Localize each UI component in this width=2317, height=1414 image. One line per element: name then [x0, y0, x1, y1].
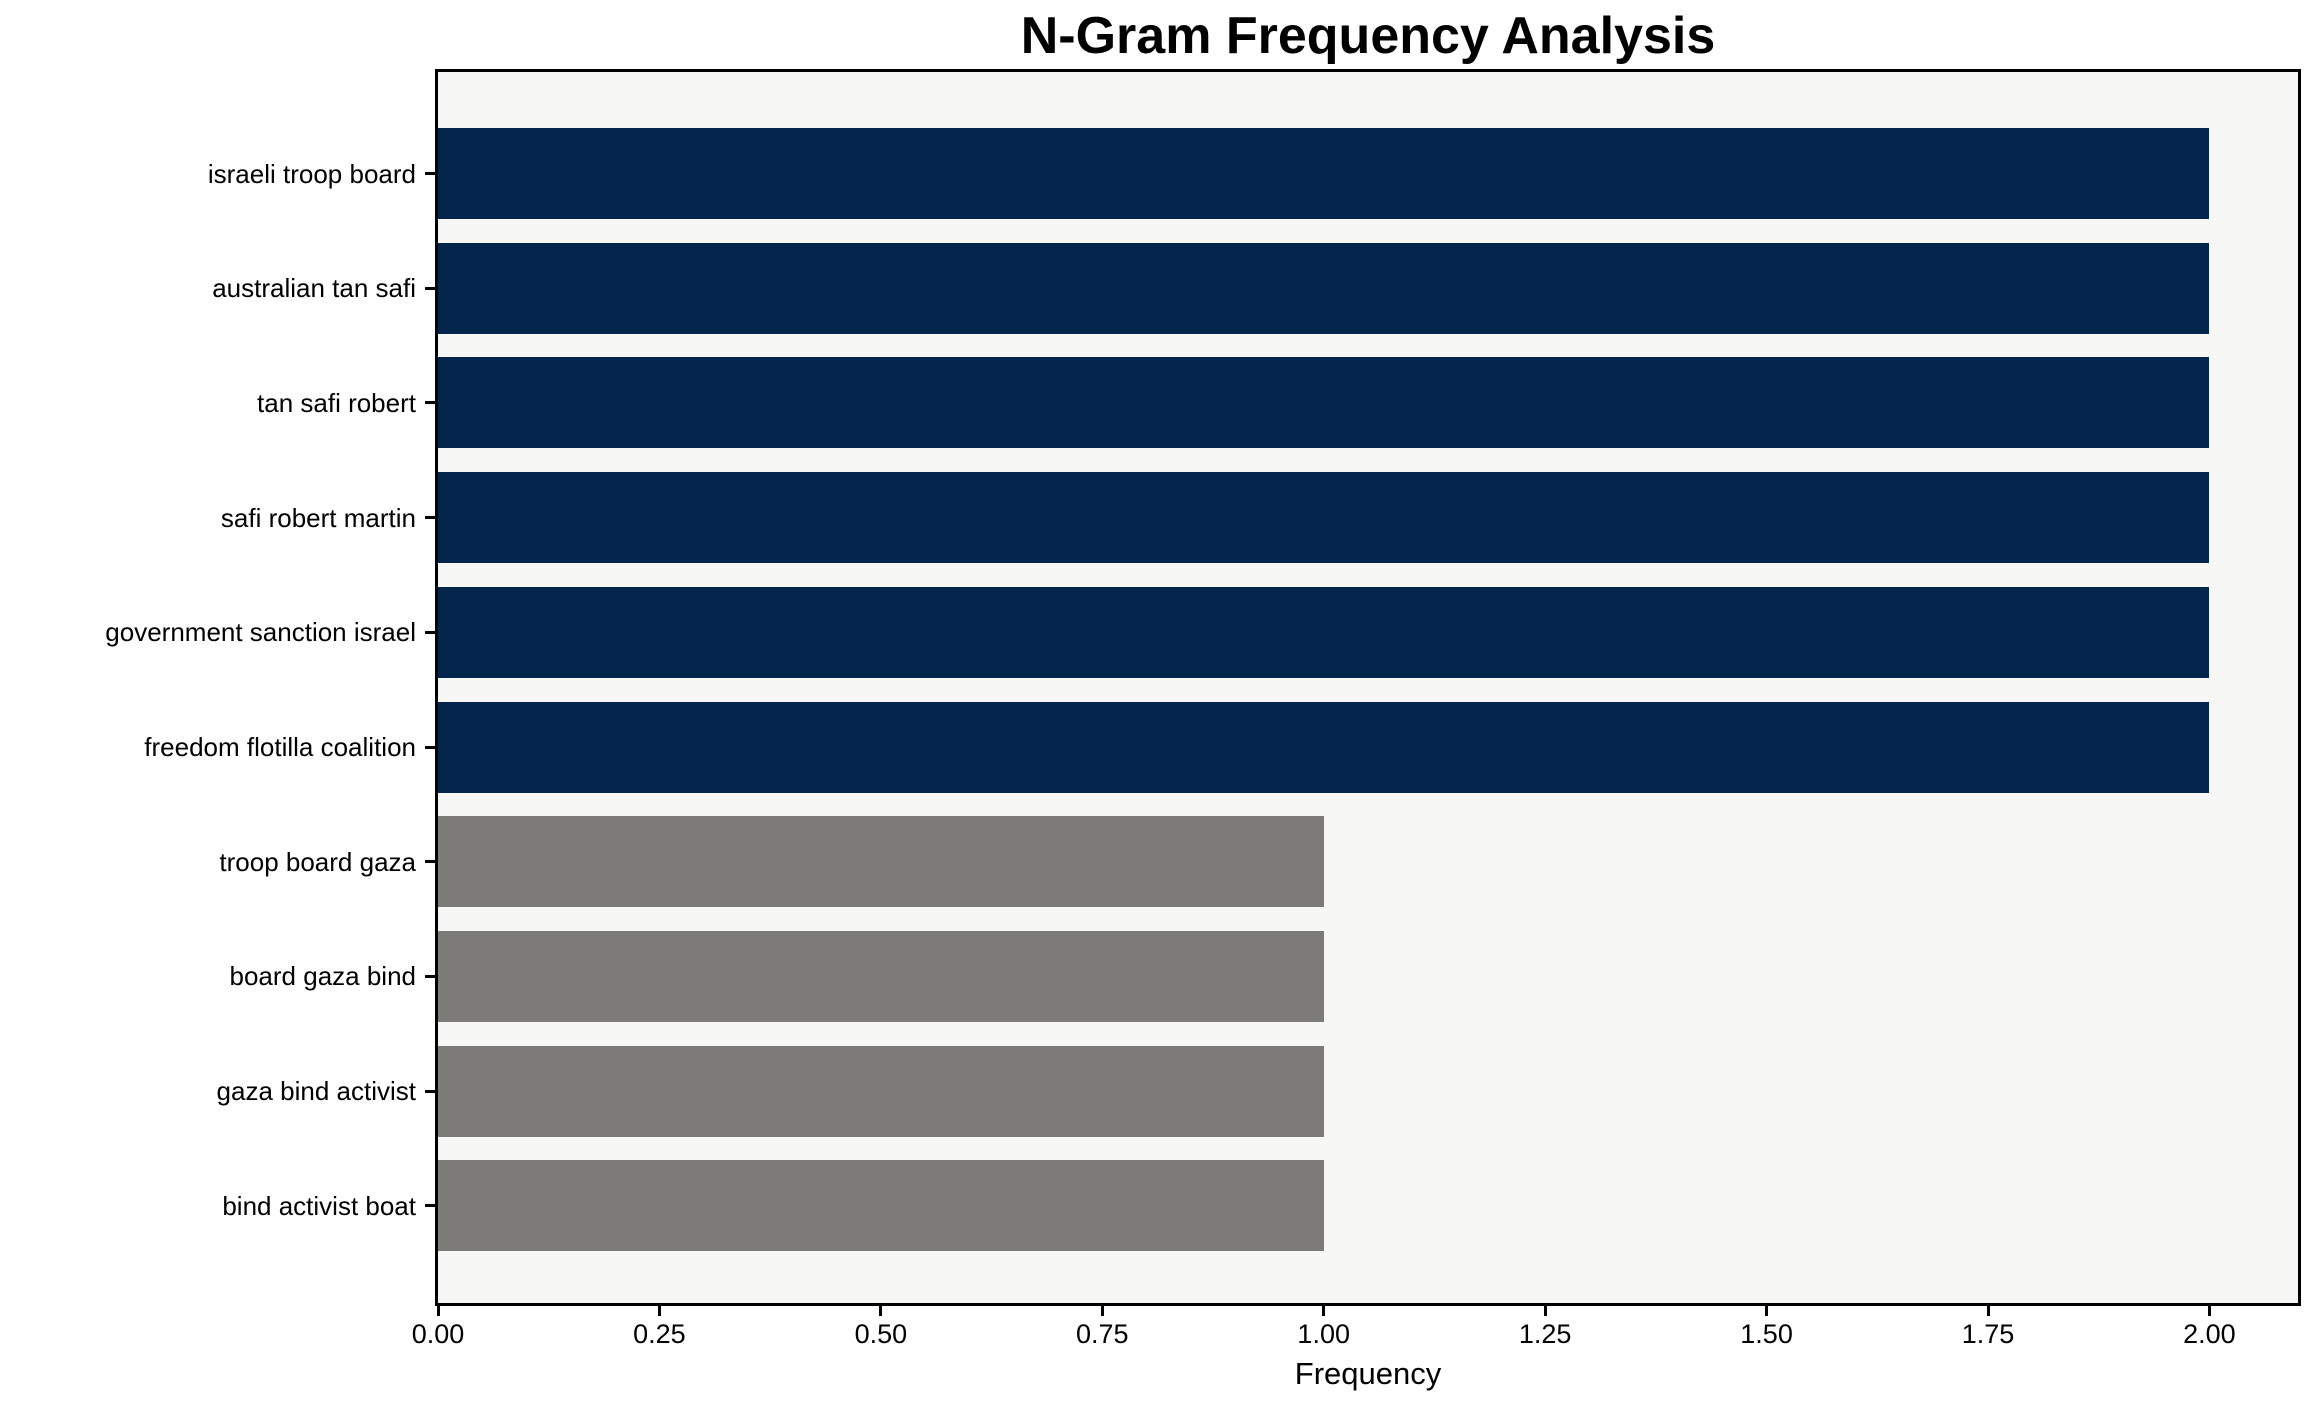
x-tick-label: 0.00 — [411, 1319, 465, 1349]
x-tick-label: 1.00 — [1297, 1319, 1350, 1349]
bar — [438, 357, 2210, 449]
x-tick-mark — [1543, 1303, 1547, 1316]
bar — [438, 1045, 1324, 1137]
x-tick-label: 0.50 — [854, 1319, 908, 1349]
x-tick-mark — [1100, 1303, 1104, 1316]
y-axis-category-label: government sanction israel — [105, 617, 416, 648]
y-tick-mark — [425, 745, 438, 749]
bar — [438, 128, 2210, 219]
y-tick-mark — [425, 1204, 438, 1208]
y-axis-category-label: safi robert martin — [220, 502, 416, 533]
y-axis-category-label: board gaza bind — [229, 961, 416, 992]
x-tick-label: 0.25 — [633, 1319, 686, 1349]
x-tick-mark — [657, 1303, 661, 1316]
x-tick-label: 1.25 — [1518, 1319, 1572, 1349]
bar — [438, 701, 2210, 793]
y-tick-mark — [425, 516, 438, 520]
x-axis-label: Frequency — [1294, 1356, 1442, 1391]
y-tick-mark — [425, 172, 438, 175]
y-tick-mark — [425, 860, 438, 864]
x-tick-mark — [2207, 1303, 2211, 1316]
y-tick-mark — [425, 974, 438, 978]
chart-title: N-Gram Frequency Analysis — [1020, 7, 1716, 65]
x-tick-label: 2.00 — [2183, 1319, 2236, 1349]
bar — [438, 816, 1324, 908]
bar — [438, 930, 1324, 1022]
x-tick-mark — [1765, 1303, 1769, 1316]
x-tick-label: 1.75 — [1961, 1319, 2015, 1349]
x-tick-label: 0.75 — [1076, 1319, 1129, 1349]
y-axis-category-label: israeli troop board — [207, 158, 416, 189]
x-tick-mark — [1322, 1303, 1326, 1316]
y-axis-category-label: bind activist boat — [222, 1190, 416, 1221]
bar — [438, 1160, 1324, 1252]
y-tick-mark — [425, 401, 438, 405]
x-tick-mark — [879, 1303, 883, 1316]
bar — [438, 472, 2210, 564]
y-axis-category-label: australian tan safi — [212, 273, 416, 304]
y-axis-category-label: troop board gaza — [219, 846, 416, 877]
y-tick-mark — [425, 630, 438, 634]
y-axis-category-label: tan safi robert — [257, 387, 416, 418]
y-axis-category-label: gaza bind activist — [216, 1076, 416, 1107]
x-tick-mark — [436, 1303, 440, 1316]
y-tick-mark — [425, 286, 438, 290]
bar — [438, 586, 2210, 678]
x-tick-mark — [1986, 1303, 1990, 1316]
x-tick-label: 1.50 — [1740, 1319, 1793, 1349]
bar — [438, 242, 2210, 334]
y-tick-mark — [425, 1089, 438, 1093]
y-axis-category-label: freedom flotilla coalition — [144, 732, 416, 762]
